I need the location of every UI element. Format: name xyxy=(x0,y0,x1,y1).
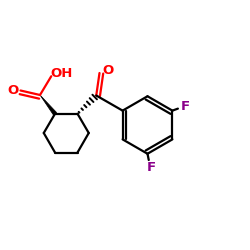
Polygon shape xyxy=(40,95,56,115)
Text: OH: OH xyxy=(50,67,73,80)
Text: O: O xyxy=(8,84,18,96)
Text: F: F xyxy=(147,161,156,174)
Text: F: F xyxy=(180,100,190,113)
Text: O: O xyxy=(102,64,113,77)
